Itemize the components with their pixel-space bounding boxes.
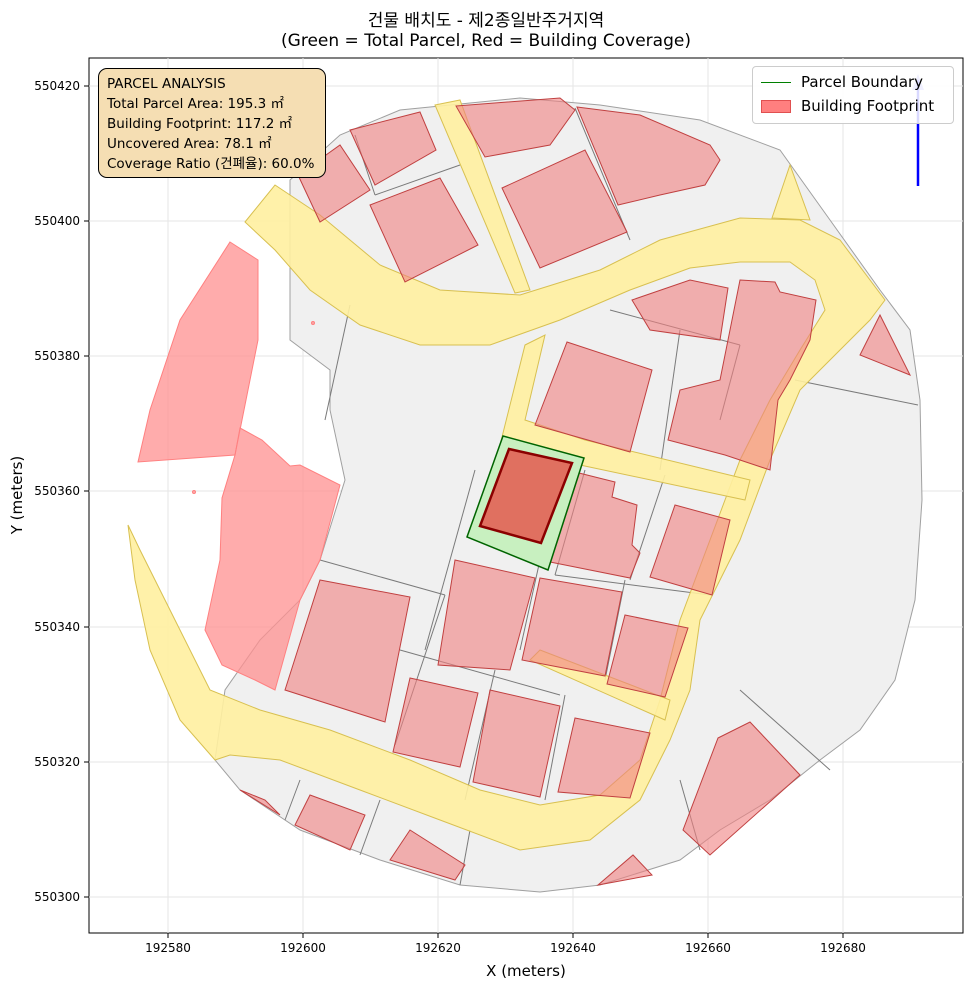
building — [649, 504, 731, 596]
y-tick-label: 550340 — [34, 620, 80, 634]
building — [369, 177, 479, 283]
legend-item-parcel: Parcel Boundary — [761, 71, 923, 93]
y-tick-label: 550300 — [34, 890, 80, 904]
building-dot — [311, 321, 315, 325]
x-tick-label: 192580 — [145, 941, 191, 955]
x-axis-label: X (meters) — [486, 962, 566, 980]
x-tick-label: 192640 — [550, 941, 596, 955]
legend-line-swatch — [761, 81, 791, 83]
building — [137, 241, 259, 463]
building — [389, 829, 466, 881]
y-tick-label: 550320 — [34, 755, 80, 769]
info-building-footprint: Building Footprint: 117.2 ㎡ — [107, 116, 293, 132]
building — [204, 427, 341, 691]
building — [294, 794, 366, 851]
subject-building — [478, 447, 574, 545]
x-tick-label: 192600 — [280, 941, 326, 955]
building — [392, 677, 479, 768]
legend: Parcel Boundary Building Footprint — [752, 66, 954, 124]
x-tick-label: 192680 — [820, 941, 866, 955]
y-tick-label: 550420 — [34, 79, 80, 93]
north-road — [434, 99, 531, 294]
building — [682, 721, 801, 856]
legend-label-building: Building Footprint — [801, 97, 935, 115]
building — [859, 313, 912, 376]
building — [284, 579, 411, 723]
building-dot — [192, 490, 196, 494]
y-axis-label: Y (meters) — [8, 456, 26, 536]
building — [437, 559, 536, 671]
x-tick-label: 192620 — [415, 941, 461, 955]
tick-marks — [84, 85, 844, 938]
info-heading: PARCEL ANALYSIS — [107, 76, 226, 92]
building — [501, 149, 628, 269]
building — [557, 717, 651, 799]
info-uncovered-area: Uncovered Area: 78.1 ㎡ — [107, 136, 272, 152]
other-buildings — [239, 97, 912, 886]
parcel-analysis-box: PARCEL ANALYSIS Total Parcel Area: 195.3… — [98, 68, 326, 178]
building — [549, 471, 641, 579]
x-tick-label: 192660 — [685, 941, 731, 955]
west-buildings — [137, 241, 341, 691]
building — [667, 279, 817, 471]
y-tick-label: 550380 — [34, 349, 80, 363]
main-road — [127, 184, 886, 851]
y-tick-label: 550400 — [34, 214, 80, 228]
legend-label-parcel: Parcel Boundary — [801, 73, 924, 91]
building — [534, 341, 653, 453]
building — [239, 789, 281, 816]
building — [349, 111, 437, 186]
info-total-parcel-area: Total Parcel Area: 195.3 ㎡ — [107, 96, 284, 112]
map-title-line1: 건물 배치도 - 제2종일반주거지역 — [367, 11, 605, 31]
building — [631, 279, 729, 341]
building — [596, 854, 653, 886]
y-tick-label: 550360 — [34, 484, 80, 498]
legend-item-building: Building Footprint — [761, 95, 934, 117]
legend-patch-swatch — [761, 99, 791, 113]
northeast-road — [771, 163, 811, 221]
map-title-line2: (Green = Total Parcel, Red = Building Co… — [281, 31, 691, 51]
building — [455, 97, 576, 158]
building — [472, 689, 561, 798]
building — [576, 106, 721, 206]
building — [521, 577, 623, 677]
info-coverage-ratio: Coverage Ratio (건폐율): 60.0% — [107, 156, 315, 172]
building — [606, 614, 689, 698]
